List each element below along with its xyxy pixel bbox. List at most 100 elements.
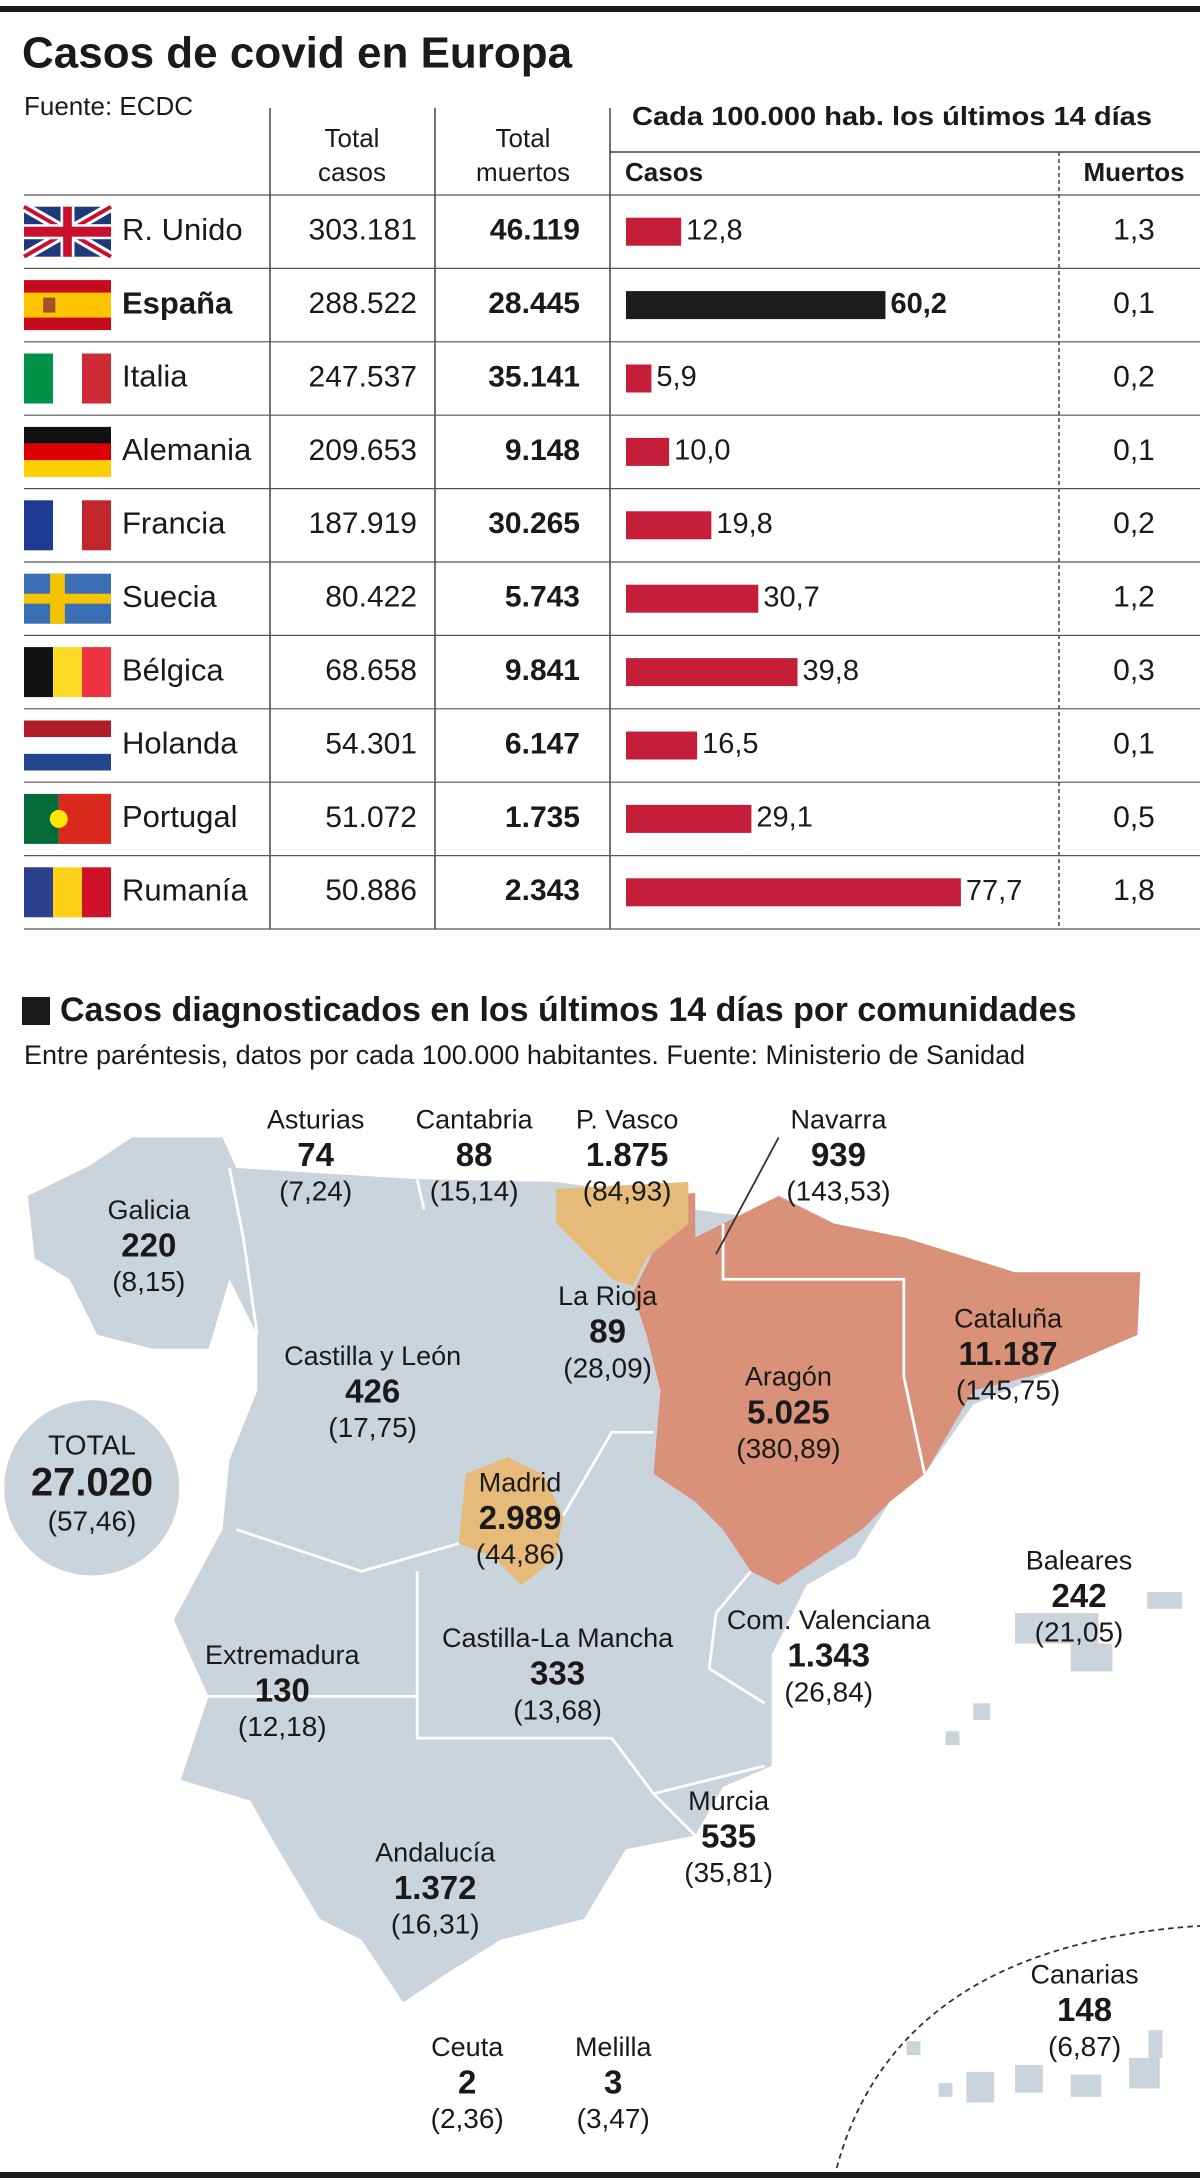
region-cases: 1.875 — [586, 1136, 669, 1173]
bar-label: 19,8 — [716, 508, 772, 540]
deaths-rate: 0,1 — [1113, 727, 1155, 760]
region-name: Andalucía — [375, 1837, 496, 1867]
source: Fuente: ECDC — [24, 91, 193, 121]
total-rate: (57,46) — [48, 1505, 137, 1536]
map-title: Casos diagnosticados en los últimos 14 d… — [60, 991, 1076, 1029]
flag-part — [24, 226, 111, 237]
border — [707, 1570, 766, 1705]
deaths-rate: 1,8 — [1113, 874, 1155, 907]
region-cases: 1.343 — [787, 1637, 870, 1674]
country: Suecia — [122, 579, 218, 614]
flag-part — [24, 443, 111, 461]
region-rate: (380,89) — [736, 1433, 840, 1464]
region-name: Ceuta — [431, 2032, 504, 2062]
island — [1129, 2057, 1160, 2089]
region-rate: (21,05) — [1035, 1617, 1124, 1648]
flag-part — [24, 460, 111, 477]
country: Portugal — [122, 799, 237, 834]
region-name: Com. Valenciana — [727, 1605, 932, 1635]
bar — [626, 731, 698, 760]
region-cases: 333 — [530, 1655, 585, 1692]
border — [235, 1528, 460, 1573]
header: Total — [325, 123, 380, 153]
bar-label: 12,8 — [686, 214, 742, 246]
country: Bélgica — [122, 652, 224, 687]
flag-part — [53, 867, 82, 918]
borders — [208, 1167, 927, 1837]
region-cases: 2 — [458, 2064, 476, 2101]
flag — [21, 202, 114, 262]
region-name: Galicia — [108, 1195, 192, 1225]
country: Italia — [122, 359, 188, 394]
deaths-rate: 0,3 — [1113, 654, 1155, 687]
country: Rumanía — [122, 872, 249, 907]
header: casos — [318, 157, 386, 187]
flag-part — [24, 500, 53, 551]
border — [228, 1167, 259, 1336]
region-cases: 242 — [1051, 1577, 1106, 1614]
total-cases: 187.919 — [309, 507, 417, 540]
region-cases: 2.989 — [479, 1499, 562, 1536]
island — [1070, 2074, 1102, 2097]
bar-label: 16,5 — [702, 728, 758, 760]
flag-part — [24, 647, 53, 698]
total-deaths: 46.119 — [490, 214, 580, 247]
region-cases: 535 — [701, 1817, 756, 1854]
total-deaths: 9.148 — [505, 434, 580, 467]
region-name: Canarias — [1031, 1960, 1139, 1990]
country: Francia — [122, 505, 226, 540]
flag-part — [82, 647, 111, 698]
country: R. Unido — [122, 212, 243, 247]
region-rate: (143,53) — [786, 1176, 890, 1207]
region-rate: (12,18) — [238, 1711, 327, 1742]
region-name: Murcia — [688, 1786, 770, 1816]
flag-part — [24, 867, 53, 918]
bar — [626, 878, 961, 907]
bar-label: 29,1 — [756, 802, 812, 834]
bar-label: 10,0 — [674, 435, 730, 467]
region-rate: (13,68) — [513, 1694, 602, 1725]
region-rate: (3,47) — [577, 2103, 650, 2134]
region-rate: (2,36) — [431, 2103, 504, 2134]
region-rate: (26,84) — [784, 1676, 873, 1707]
region-rate: (15,14) — [430, 1176, 519, 1207]
region-rate: (28,09) — [563, 1352, 652, 1383]
header: Muertos — [1083, 157, 1184, 187]
flag — [24, 280, 111, 331]
map-shapes — [4, 1137, 1200, 2178]
total-deaths: 2.343 — [505, 874, 580, 907]
flag-part — [49, 809, 68, 828]
leader-line — [715, 1137, 780, 1255]
total-cases: 27.020 — [31, 1461, 153, 1505]
flag-part — [82, 867, 111, 918]
map-subtitle: Entre paréntesis, datos por cada 100.000… — [24, 1040, 1025, 1070]
region-cases: 220 — [121, 1226, 176, 1263]
flag-part — [24, 292, 111, 318]
region-rate: (44,86) — [476, 1539, 565, 1570]
region-cases: 130 — [255, 1671, 310, 1708]
flag — [24, 647, 111, 698]
high-region — [632, 1193, 1141, 1586]
deaths-rate: 0,2 — [1113, 507, 1155, 540]
country: Holanda — [122, 726, 238, 761]
island — [1015, 2064, 1043, 2093]
total-cases: 50.886 — [325, 874, 417, 907]
header: muertos — [476, 157, 570, 187]
total-circle — [4, 1400, 180, 1576]
bar-label: 5,9 — [656, 361, 696, 393]
deaths-rate: 0,5 — [1113, 801, 1155, 834]
canarias-divider — [833, 1924, 1200, 2178]
border — [653, 1764, 766, 1796]
region-cases: 88 — [456, 1136, 493, 1173]
bar-label: 39,8 — [803, 655, 859, 687]
deaths-rate: 1,2 — [1113, 581, 1155, 614]
region-cases: 3 — [604, 2064, 622, 2101]
island — [1147, 1592, 1182, 1609]
region-name: Melilla — [575, 2032, 653, 2062]
bar-label: 30,7 — [763, 581, 819, 613]
total-deaths: 30.265 — [488, 507, 580, 540]
flag-part — [82, 500, 111, 551]
region-cases: 74 — [297, 1136, 334, 1173]
